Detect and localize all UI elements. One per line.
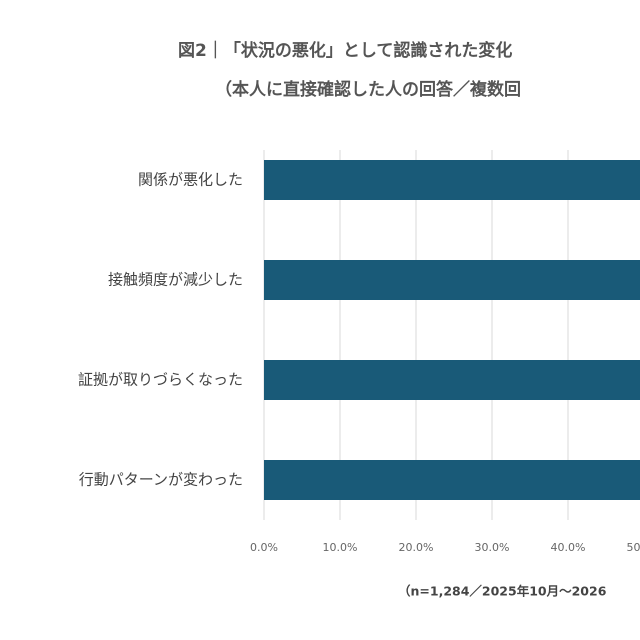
bar (264, 460, 640, 500)
x-tick-label: 50.0% (627, 541, 640, 554)
y-tick-label: 証拠が取りづらくなった (78, 371, 243, 389)
bar (264, 260, 640, 300)
x-tick-label: 20.0% (399, 541, 434, 554)
x-tick-label: 0.0% (250, 541, 278, 554)
footnote: （n=1,284／2025年10月～2026 (398, 584, 607, 599)
chart-title: 図2｜「状況の悪化」として認識された変化 (178, 40, 512, 61)
bar (264, 360, 640, 400)
x-tick-label: 10.0% (323, 541, 358, 554)
y-tick-label: 接触頻度が減少した (108, 271, 243, 289)
chart-subtitle: （本人に直接確認した人の回答／複数回 (215, 79, 521, 100)
x-tick-label: 40.0% (551, 541, 586, 554)
y-tick-label: 行動パターンが変わった (79, 471, 243, 489)
y-tick-label: 関係が悪化した (138, 171, 243, 189)
bar (264, 160, 640, 200)
x-tick-label: 30.0% (475, 541, 510, 554)
